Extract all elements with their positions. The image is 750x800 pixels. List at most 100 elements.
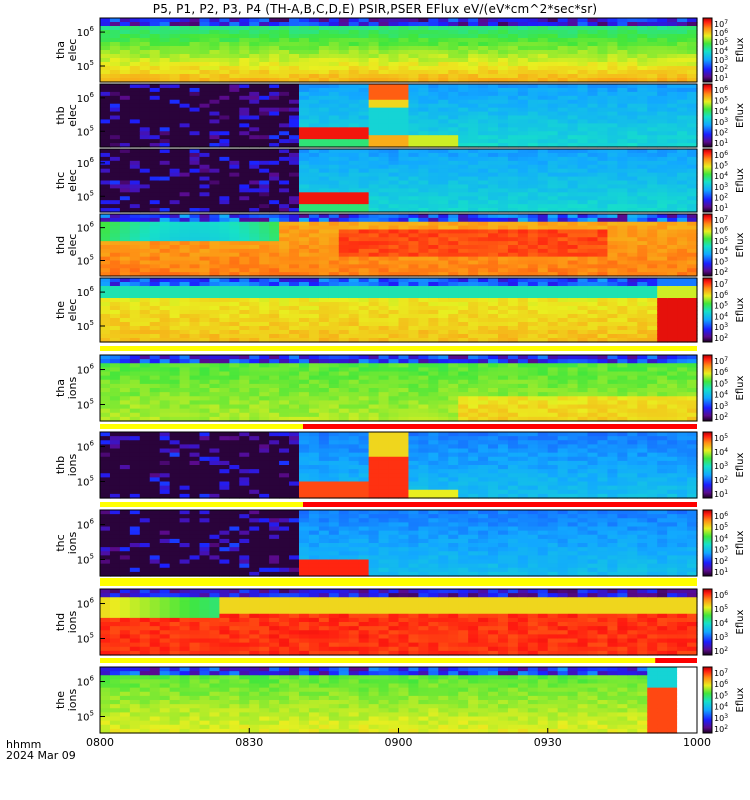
- spectrogram-cell: [667, 87, 678, 93]
- spectrogram-cell: [647, 74, 658, 79]
- spectrogram-cell: [398, 168, 410, 174]
- spectrogram-cell: [637, 119, 648, 124]
- spectrogram-cell: [119, 74, 131, 79]
- spectrogram-cell: [338, 115, 350, 121]
- spectrogram-cell: [537, 84, 549, 89]
- spectrogram-cell: [418, 152, 429, 158]
- spectrogram-cell: [159, 18, 171, 23]
- spectrogram-cell: [388, 34, 400, 39]
- spectrogram-cell: [667, 256, 678, 262]
- spectrogram-cell: [199, 50, 211, 55]
- spectrogram-cell: [418, 326, 429, 331]
- spectrogram-cell: [348, 50, 360, 55]
- spectrogram-cell: [507, 172, 519, 178]
- spectrogram-cell: [448, 245, 459, 250]
- spectrogram-cell: [428, 95, 439, 101]
- spectrogram-cell: [667, 272, 678, 277]
- spectrogram-cell: [119, 214, 131, 219]
- spectrogram-cell: [577, 282, 589, 287]
- spectrogram-cell: [338, 172, 350, 178]
- spectrogram-cell: [647, 30, 658, 35]
- spectrogram-cell: [448, 135, 459, 140]
- spectrogram-cell: [119, 256, 131, 262]
- spectrogram-cell: [179, 214, 191, 219]
- spectrogram-cell: [647, 160, 658, 166]
- spectrogram-cell: [507, 214, 519, 219]
- spectrogram-cell: [567, 326, 579, 331]
- spectrogram-cell: [119, 326, 131, 331]
- spectrogram-cell: [209, 318, 220, 323]
- spectrogram-cell: [537, 54, 549, 59]
- spectrogram-cell: [139, 383, 151, 389]
- spectrogram-cell: [577, 192, 589, 197]
- spectrogram-cell: [488, 302, 499, 307]
- spectrogram-cell: [537, 176, 549, 182]
- spectrogram-cell: [657, 290, 668, 295]
- spectrogram-cell: [597, 70, 609, 75]
- spectrogram-cell: [557, 214, 569, 219]
- spectrogram-cell: [318, 184, 330, 189]
- spectrogram-cell: [627, 95, 638, 101]
- spectrogram-cell: [498, 131, 509, 136]
- spectrogram-cell: [517, 248, 529, 254]
- spectrogram-cell: [129, 91, 141, 97]
- spectrogram-cell: [667, 188, 678, 193]
- spectrogram-cell: [577, 91, 589, 97]
- spectrogram-cell: [657, 310, 668, 315]
- spectrogram-cell: [199, 256, 211, 262]
- spectrogram-cell: [488, 26, 499, 31]
- spectrogram-cell: [687, 26, 698, 31]
- spectrogram-cell: [438, 314, 449, 319]
- spectrogram-cell: [289, 99, 300, 105]
- spectrogram-cell: [607, 168, 618, 174]
- spectrogram-cell: [597, 54, 609, 59]
- spectrogram-cell: [478, 168, 489, 174]
- spectrogram-cell: [119, 379, 131, 385]
- spectrogram-cell: [617, 168, 628, 174]
- spectrogram-cell: [179, 30, 191, 35]
- spectrogram-cell: [657, 229, 668, 234]
- spectrogram-cell: [358, 241, 370, 246]
- spectrogram-cell: [547, 298, 559, 303]
- spectrogram-cell: [179, 78, 191, 83]
- spectrogram-cell: [289, 107, 300, 113]
- spectrogram-cell: [408, 196, 419, 201]
- spectrogram-cell: [547, 310, 559, 315]
- spectrogram-cell: [498, 70, 509, 75]
- spectrogram-cell: [498, 127, 509, 132]
- spectrogram-cell: [607, 256, 618, 262]
- y-tick-label: 105: [77, 319, 94, 333]
- spectrogram-cell: [299, 192, 310, 197]
- spectrogram-cell: [498, 260, 509, 265]
- spectrogram-cell: [507, 272, 519, 277]
- spectrogram-cell: [308, 256, 320, 262]
- spectrogram-cell: [269, 164, 280, 170]
- spectrogram-cell: [448, 268, 459, 273]
- spectrogram-cell: [348, 74, 360, 79]
- spectrogram-cell: [368, 50, 380, 55]
- spectrogram-cell: [458, 149, 469, 154]
- spectrogram-cell: [189, 229, 201, 234]
- spectrogram-cell: [557, 268, 569, 273]
- spectrogram-cell: [318, 208, 330, 213]
- spectrogram-cell: [517, 256, 529, 262]
- spectrogram-cell: [368, 310, 380, 315]
- spectrogram-cell: [239, 306, 250, 311]
- spectrogram-cell: [507, 160, 519, 166]
- spectrogram-cell: [119, 363, 131, 368]
- spectrogram-cell: [299, 260, 310, 265]
- spectrogram-cell: [507, 107, 519, 113]
- spectrogram-cell: [299, 107, 310, 113]
- spectrogram-cell: [398, 204, 410, 209]
- spectrogram-cell: [179, 252, 191, 258]
- spectrogram-cell: [647, 135, 658, 140]
- spectrogram-cell: [109, 310, 121, 315]
- spectrogram-cell: [179, 84, 191, 89]
- spectrogram-cell: [189, 272, 201, 277]
- spectrogram-cell: [388, 135, 400, 140]
- spectrogram-cell: [677, 294, 688, 299]
- spectrogram-cell: [557, 282, 569, 287]
- spectrogram-cell: [438, 62, 449, 67]
- spectrogram-cell: [418, 252, 429, 258]
- panel-ylabel: the: [54, 301, 67, 319]
